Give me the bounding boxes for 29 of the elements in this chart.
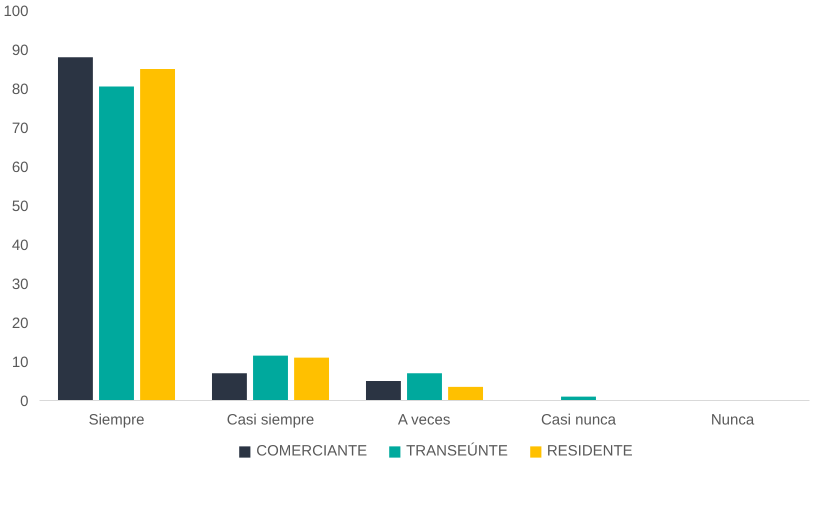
bar — [294, 358, 330, 400]
x-tick-label: Siempre — [88, 412, 144, 428]
x-tick-label: Nunca — [710, 412, 755, 428]
bar — [212, 373, 247, 400]
bar — [253, 356, 288, 400]
x-tick-label: Casi siempre — [226, 412, 314, 428]
x-tick-label: Casi nunca — [540, 412, 617, 428]
x-tick-label: A veces — [398, 412, 450, 428]
y-tick-label: 0 — [20, 393, 28, 410]
y-tick-label: 60 — [12, 159, 29, 176]
y-tick-label: 10 — [12, 354, 29, 371]
y-tick-label: 80 — [12, 81, 29, 98]
legend-label: TRANSEÚNTE — [406, 442, 508, 460]
y-tick-label: 40 — [12, 237, 29, 254]
y-tick-label: 20 — [12, 315, 29, 332]
bar — [407, 373, 442, 400]
y-tick-label: 90 — [12, 42, 29, 59]
bar — [99, 86, 134, 400]
bar — [366, 381, 401, 400]
bar — [561, 396, 596, 400]
y-tick-label: 30 — [12, 276, 29, 293]
legend-label: COMERCIANTE — [256, 442, 368, 460]
y-tick-label: 50 — [12, 198, 29, 215]
y-tick-label: 100 — [3, 3, 29, 20]
bar — [58, 57, 93, 400]
bar — [448, 386, 484, 400]
y-tick-label: 70 — [12, 120, 29, 137]
bar — [140, 69, 176, 400]
legend-label: RESIDENTE — [546, 442, 633, 460]
